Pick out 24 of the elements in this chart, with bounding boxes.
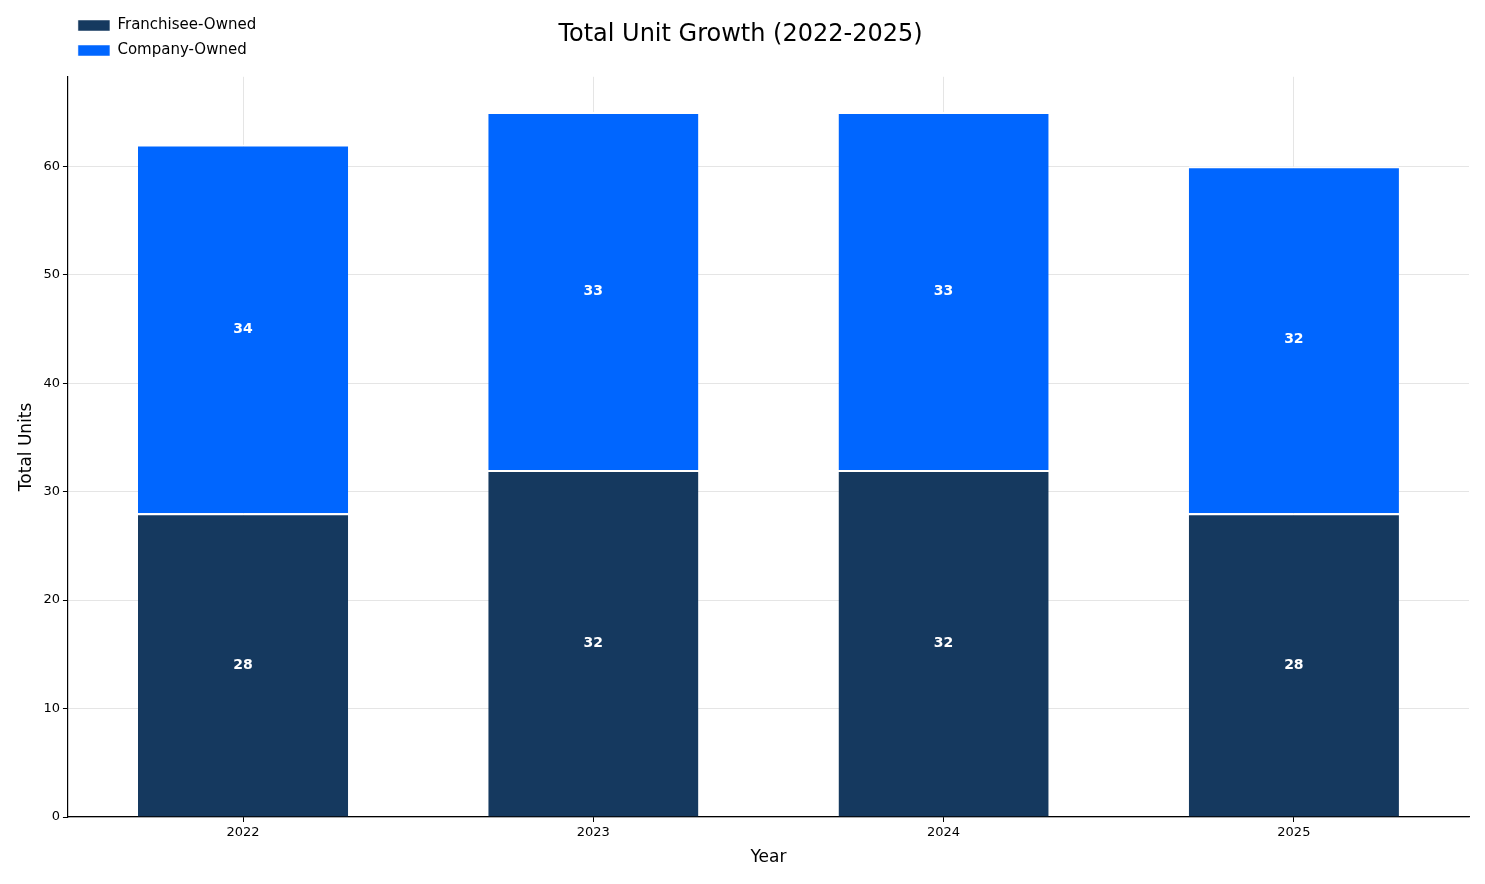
y-tick-label: 10 <box>43 699 60 715</box>
x-axis-title: Year <box>749 846 787 867</box>
y-tick-label: 30 <box>43 483 60 499</box>
data-label: 32 <box>583 633 604 650</box>
legend-label: Company-Owned <box>117 40 247 59</box>
x-tick-label: 2022 <box>226 824 260 840</box>
y-tick-label: 20 <box>43 591 60 607</box>
data-label: 33 <box>933 281 954 298</box>
x-tick-label: 2024 <box>927 824 961 840</box>
y-tick-label: 40 <box>43 374 60 390</box>
data-label: 33 <box>583 281 604 298</box>
legend-label: Franchisee-Owned <box>117 15 257 34</box>
y-tick-label: 50 <box>43 266 60 282</box>
x-tick-label: 2023 <box>576 824 610 840</box>
data-label: 32 <box>1284 330 1304 347</box>
data-label: 32 <box>933 633 954 650</box>
y-tick-label: 60 <box>43 157 60 173</box>
chart-title: Total Unit Growth (2022-2025) <box>557 18 923 47</box>
y-tick-label: 0 <box>51 808 60 824</box>
y-axis-title: Total Units <box>14 402 35 493</box>
x-tick-label: 2025 <box>1277 824 1311 840</box>
data-label: 28 <box>1284 655 1304 672</box>
data-label: 28 <box>233 655 253 672</box>
data-label: 34 <box>233 319 254 336</box>
